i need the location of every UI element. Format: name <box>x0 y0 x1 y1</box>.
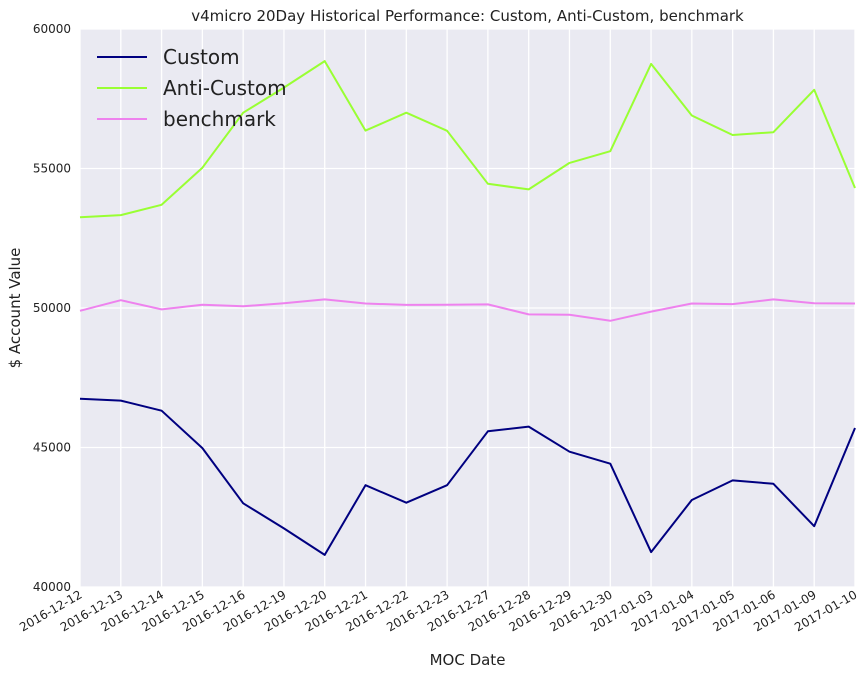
x-tick-labels: 2016-12-122016-12-132016-12-142016-12-15… <box>17 587 859 634</box>
series-line-custom <box>79 397 856 556</box>
y-tick-label: 60000 <box>33 22 71 36</box>
legend-label-anti-custom: Anti-Custom <box>163 76 287 100</box>
y-tick-label: 45000 <box>33 441 71 455</box>
chart-title: v4micro 20Day Historical Performance: Cu… <box>191 7 744 25</box>
y-tick-labels: 40000 45000 50000 55000 60000 <box>33 22 71 594</box>
y-axis-label: $ Account Value <box>6 248 24 369</box>
y-tick-label: 55000 <box>33 162 71 176</box>
x-axis-label: MOC Date <box>430 651 506 669</box>
series-lines <box>79 60 856 556</box>
legend: Custom Anti-Custom benchmark <box>97 45 287 131</box>
legend-label-custom: Custom <box>163 45 240 69</box>
y-tick-label: 50000 <box>33 301 71 315</box>
series-line-anti-custom <box>79 60 856 219</box>
legend-label-benchmark: benchmark <box>163 107 276 131</box>
series-line-benchmark <box>79 298 856 322</box>
grid-lines <box>79 28 856 588</box>
y-tick-label: 40000 <box>33 580 71 594</box>
